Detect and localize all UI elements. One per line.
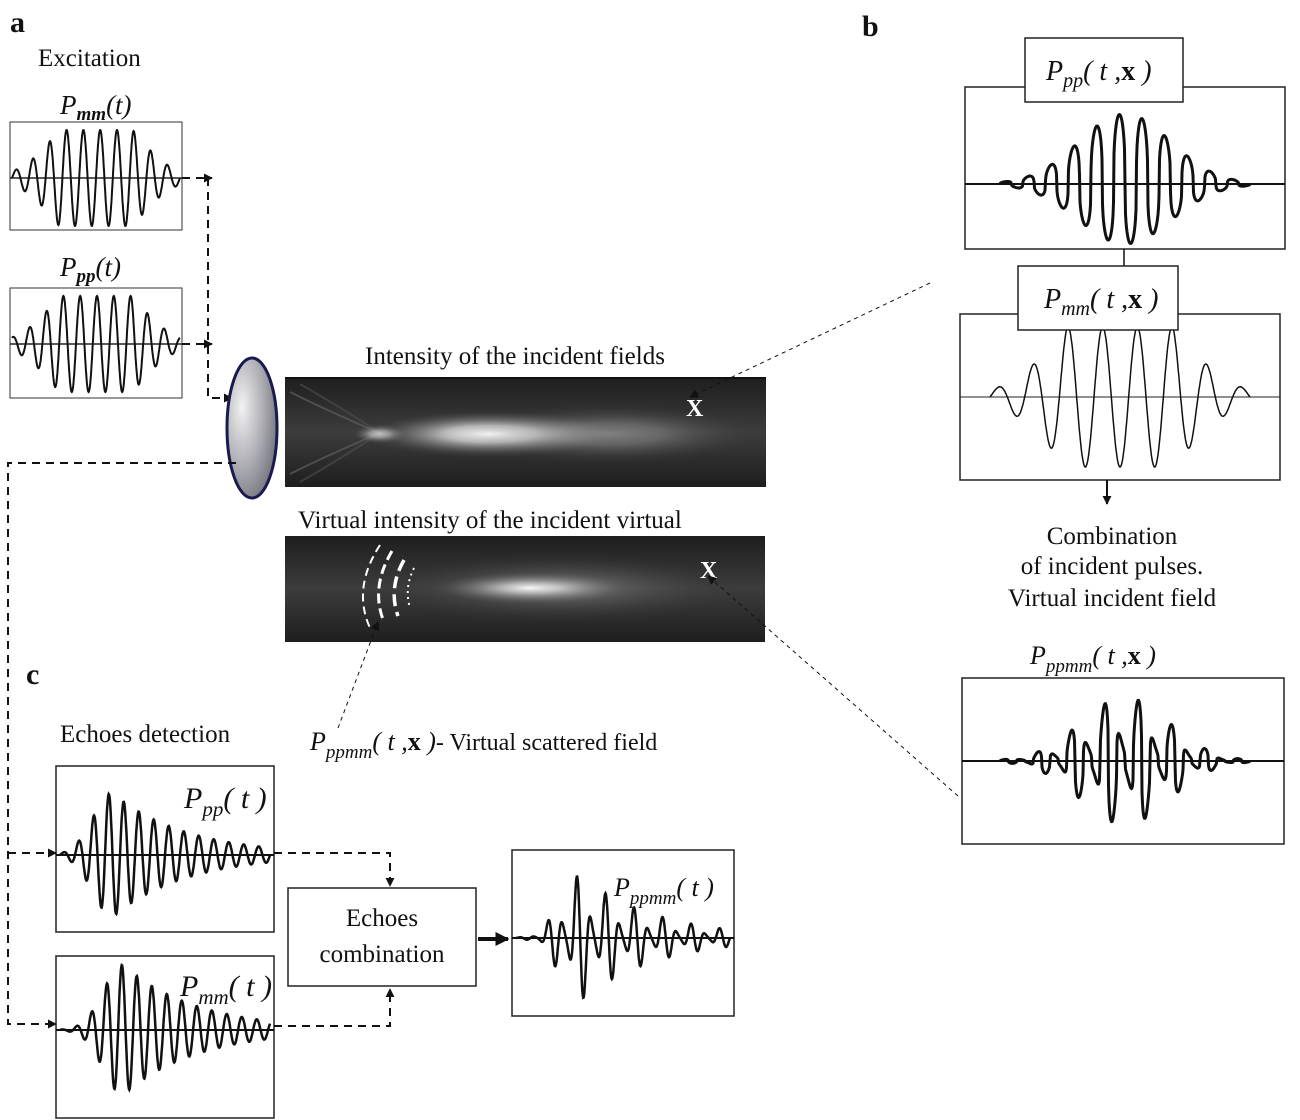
virtual-intensity-title: Virtual intensity of the incident virtua… [298,507,682,534]
excitation-pmm-plot [9,121,183,231]
echo-combined-label: Pppmm( t ) [613,873,714,909]
virtual-incident-label: Pppmm( t ,x ) [1029,641,1156,677]
echo-connectors [7,462,395,1029]
panel-letter-c: c [26,658,39,691]
echoes-combination-line2: combination [320,941,445,968]
panel-letter-a: a [10,6,25,39]
incident-point-mark: X [686,396,704,422]
echo-mm-waveform [60,963,272,1093]
pp-incident-waveform [998,112,1252,246]
excitation-connectors [182,173,233,403]
echoes-combination-box [287,887,477,987]
echo-combined-waveform [515,875,732,1000]
mm-incident-label: Pmm( t ,x ) [1043,284,1158,320]
virtual-incident-plot [961,677,1285,845]
echo-pp-plot [55,765,275,933]
scattered-field-label: Pppmm( t ,x )- Virtual scattered field [309,727,657,763]
excitation-ppp-label: Ppp(t) [59,252,121,287]
leader-lines [337,282,959,797]
echo-combined-plot [511,849,735,1017]
excitation-title: Excitation [38,45,141,72]
virtual-incident-waveform [998,698,1252,824]
incident-combination-caption: Combination of incident pulses. Virtual … [1008,523,1217,612]
virtual-intensity-field [285,536,765,642]
pp-incident-label: Ppp( t ,x ) [1045,56,1152,92]
excitation-pmm-waveform [11,129,181,227]
excitation-ppp-waveform [11,294,181,394]
echo-mm-label: Pmm( t ) [179,970,272,1009]
mm-incident-label-box [1017,265,1179,331]
virtual-point-mark: X [700,558,718,584]
incident-intensity-field [285,377,766,487]
excitation-pmm-label: Pmm(t) [59,90,132,125]
transducer-lens [225,356,279,500]
svg-text:Combination: Combination [1047,523,1178,550]
echo-mm-plot [55,955,275,1119]
excitation-ppp-plot [9,287,183,399]
pp-incident-plot [964,86,1286,250]
mm-incident-plot [959,313,1281,481]
intensity-incident-title: Intensity of the incident fields [365,343,665,370]
echoes-detection-title: Echoes detection [60,721,231,748]
mm-incident-waveform [989,326,1251,468]
pp-incident-label-box [1024,37,1184,103]
echo-pp-label: Ppp( t ) [183,782,267,821]
panel-letter-b: b [862,10,879,43]
svg-text:Virtual incident field: Virtual incident field [1008,585,1217,612]
svg-text:of incident pulses.: of incident pulses. [1021,553,1204,580]
echoes-combination-line1: Echoes [346,905,418,932]
echo-pp-waveform [59,791,272,917]
